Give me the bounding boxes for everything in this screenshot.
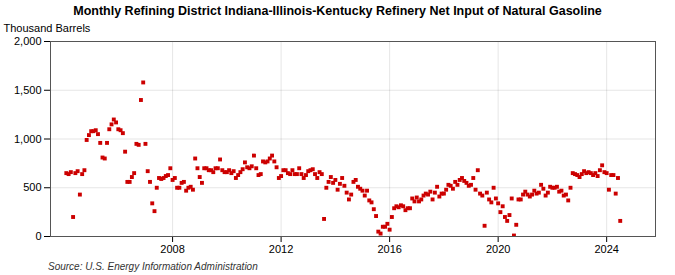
html-text:Monthly Refining District Indi: Monthly Refining District Indiana-Illino…	[73, 4, 602, 18]
svg-text:1,500: 1,500	[14, 84, 42, 96]
svg-text:2012: 2012	[269, 243, 293, 255]
svg-text:2008: 2008	[160, 243, 184, 255]
html-text:Source: U.S. Energy Informatio: Source: U.S. Energy Information Administ…	[48, 261, 258, 272]
svg-text:500: 500	[23, 181, 41, 193]
svg-text:1,000: 1,000	[14, 133, 42, 145]
svg-text:2016: 2016	[377, 243, 401, 255]
svg-text:2020: 2020	[486, 243, 510, 255]
svg-text:2024: 2024	[594, 243, 618, 255]
svg-text:2,000: 2,000	[14, 35, 42, 47]
svg-text:Thousand Barrels: Thousand Barrels	[4, 22, 91, 34]
svg-text:0: 0	[35, 230, 41, 242]
